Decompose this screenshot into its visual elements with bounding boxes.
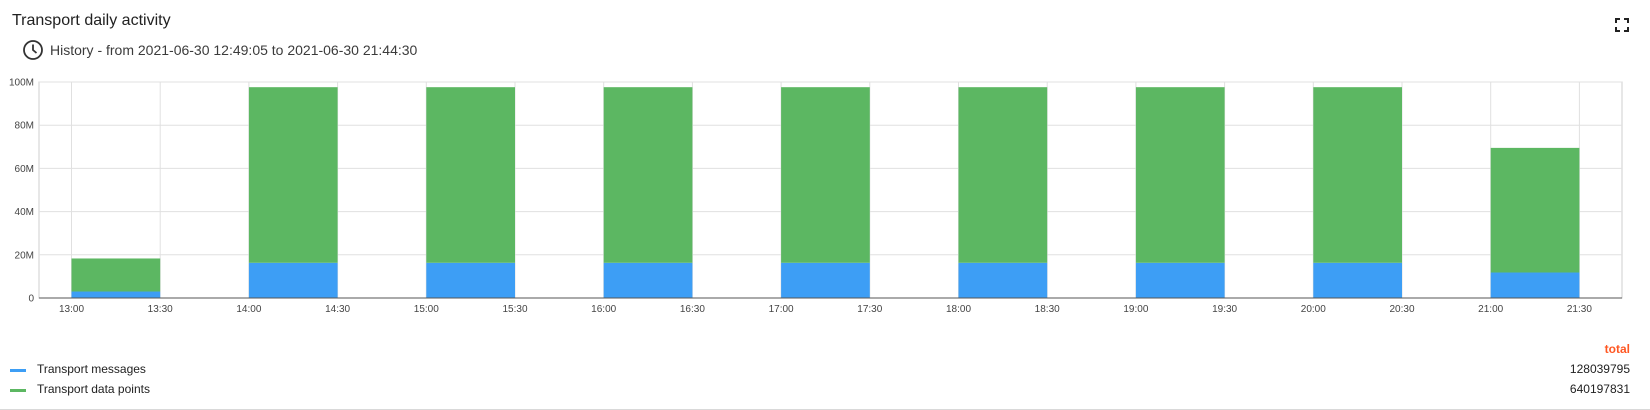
x-tick-label: 13:00 bbox=[59, 304, 84, 315]
activity-chart: 0 20M 40M 60M 80M 100M 13:00 13:30 14:00 14:30 15:… bbox=[9, 78, 1623, 315]
x-tick-label: 18:30 bbox=[1035, 304, 1060, 315]
y-tick-label: 60M bbox=[15, 164, 34, 175]
bar-segment-messages bbox=[781, 262, 870, 298]
legend-total-value: 128039795 bbox=[1569, 362, 1630, 376]
x-tick-label: 16:30 bbox=[680, 304, 705, 315]
legend-item-messages[interactable]: Transport messages 128039795 bbox=[0, 360, 1650, 380]
legend-label: Transport data points bbox=[37, 382, 150, 396]
bar-segment-messages bbox=[603, 262, 693, 298]
x-tick-label: 14:30 bbox=[325, 304, 350, 315]
bar-segment-messages bbox=[426, 262, 515, 298]
x-tick-label: 13:30 bbox=[148, 304, 173, 315]
bar-segment-messages bbox=[1490, 272, 1580, 298]
bar-segment-data-points bbox=[603, 87, 693, 263]
history-text: History - from 2021-06-30 12:49:05 to 20… bbox=[50, 42, 418, 58]
x-tick-label: 15:00 bbox=[414, 304, 439, 315]
legend-swatch-messages bbox=[10, 369, 26, 372]
x-tick-label: 17:00 bbox=[769, 304, 794, 315]
x-tick-label: 20:00 bbox=[1301, 304, 1326, 315]
bar-segment-messages bbox=[1135, 262, 1225, 298]
bar-segment-data-points bbox=[958, 87, 1048, 263]
x-tick-label: 18:00 bbox=[946, 304, 971, 315]
y-tick-label: 40M bbox=[15, 207, 34, 218]
legend-total-header: total bbox=[1604, 342, 1630, 356]
x-tick-label: 17:30 bbox=[857, 304, 882, 315]
legend-swatch-data-points bbox=[10, 389, 26, 392]
x-tick-label: 20:30 bbox=[1389, 304, 1414, 315]
x-tick-label: 19:00 bbox=[1123, 304, 1148, 315]
y-tick-label: 0 bbox=[28, 294, 34, 305]
x-tick-label: 15:30 bbox=[502, 304, 527, 315]
y-tick-label: 80M bbox=[15, 121, 34, 132]
bar-segment-messages bbox=[71, 291, 161, 298]
bar-segment-data-points bbox=[71, 258, 161, 292]
bar-segment-data-points bbox=[1313, 87, 1402, 263]
x-tick-label: 21:30 bbox=[1567, 304, 1592, 315]
bar-segment-data-points bbox=[1490, 147, 1580, 273]
bar-segment-messages bbox=[958, 262, 1048, 298]
bar-segment-messages bbox=[248, 262, 338, 298]
clock-icon bbox=[22, 39, 44, 61]
y-tick-label: 100M bbox=[9, 78, 34, 89]
x-tick-label: 14:00 bbox=[236, 304, 261, 315]
bar-segment-messages bbox=[1313, 262, 1402, 298]
bar-segment-data-points bbox=[426, 87, 515, 263]
x-tick-label: 19:30 bbox=[1212, 304, 1237, 315]
bar-segment-data-points bbox=[248, 87, 338, 263]
bar-segment-data-points bbox=[781, 87, 870, 263]
legend-label: Transport messages bbox=[37, 362, 146, 376]
history-range[interactable]: History - from 2021-06-30 12:49:05 to 20… bbox=[22, 39, 417, 61]
x-tick-label: 21:00 bbox=[1478, 304, 1503, 315]
y-tick-label: 20M bbox=[15, 250, 34, 261]
legend-total-value: 640197831 bbox=[1569, 382, 1630, 396]
fullscreen-icon[interactable] bbox=[1614, 17, 1630, 33]
legend: total Transport messages 128039795 Trans… bbox=[0, 340, 1650, 410]
x-tick-label: 16:00 bbox=[591, 304, 616, 315]
widget-title: Transport daily activity bbox=[12, 12, 171, 29]
bar-segment-data-points bbox=[1135, 87, 1225, 263]
legend-item-data-points[interactable]: Transport data points 640197831 bbox=[0, 380, 1650, 400]
